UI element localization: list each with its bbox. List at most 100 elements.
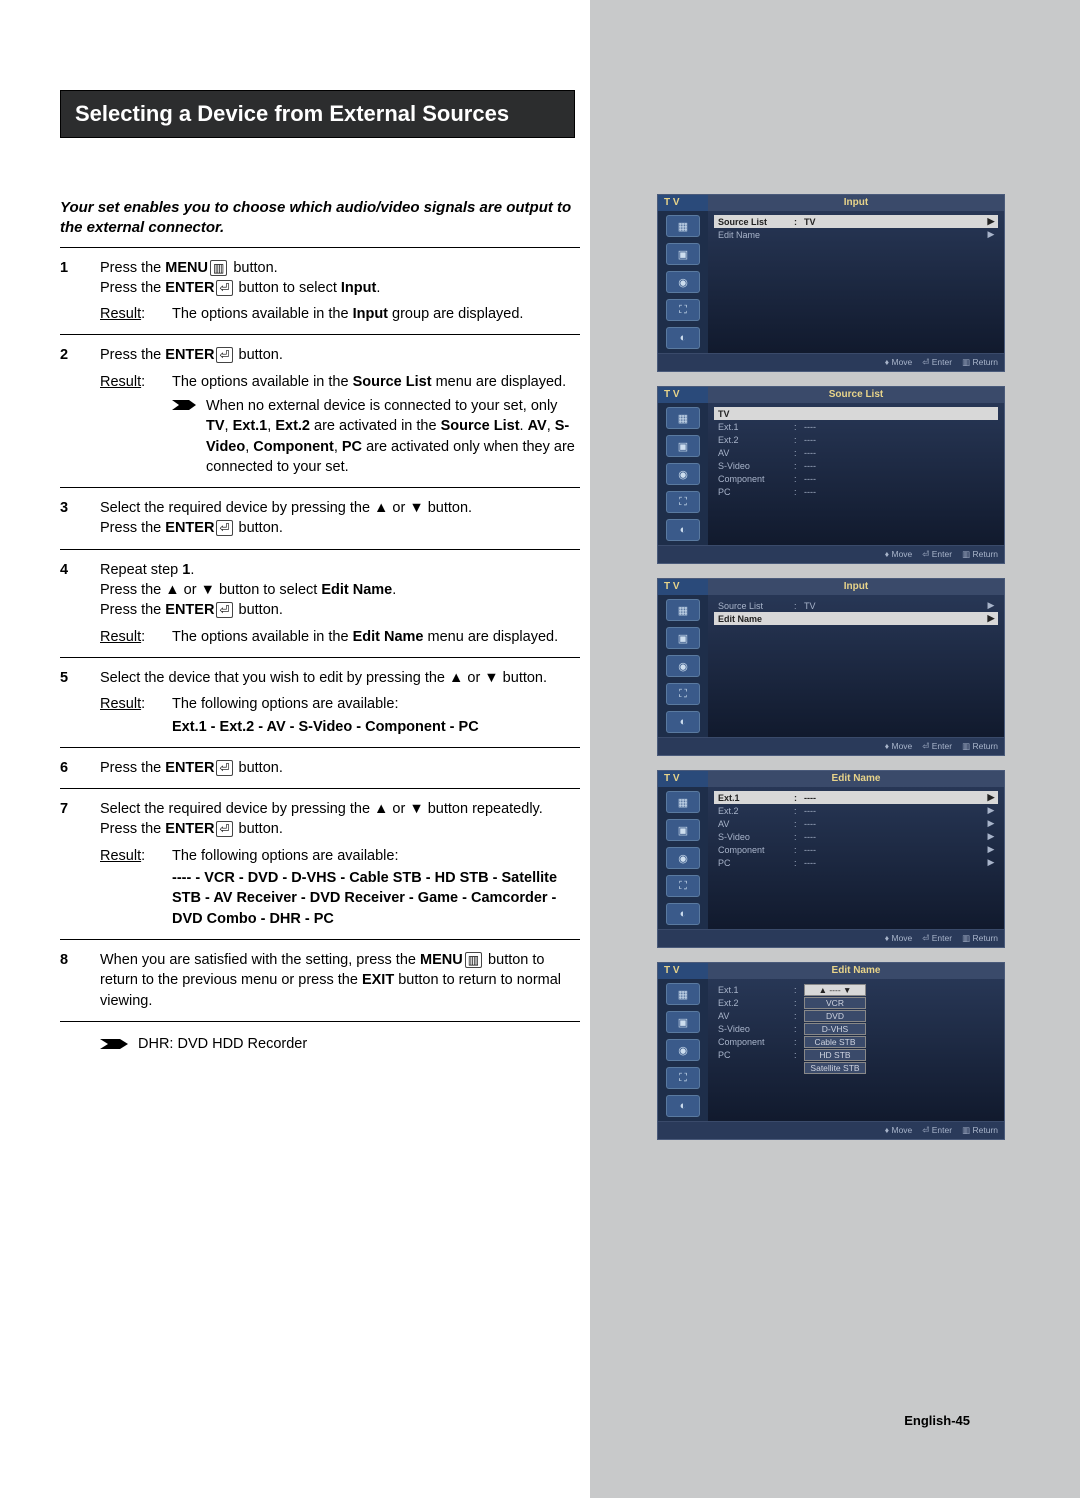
osd-rows: Source List:TV▶Edit Name▶ (708, 595, 1004, 737)
osd-screenshots: T VInput▦▣◉⛶◐Source List:TV▶Edit Name▶♦ … (657, 194, 1005, 1154)
osd-footer: ♦ Move⏎ Enter▥ Return (658, 929, 1004, 947)
osd-row: AV:DVD (714, 1009, 998, 1022)
osd-nav-icon: ⛶ (666, 683, 700, 705)
osd-row: Satellite STB (714, 1061, 998, 1074)
osd-icon-strip: ▦ ▣ ◉ ⛶ ◐ (658, 595, 708, 737)
step-1: 1Press the MENU▥ button.Press the ENTER⏎… (60, 254, 580, 329)
osd-nav-icon: ⛶ (666, 875, 700, 897)
osd-nav-icon: ◐ (666, 903, 700, 925)
osd-screen-5: T VEdit Name▦▣◉⛶◐Ext.1:▲ ---- ▼Ext.2:VCR… (657, 962, 1005, 1140)
osd-nav-icon: ◐ (666, 519, 700, 541)
osd-nav-icon: ▦ (666, 407, 700, 429)
osd-nav-icon: ◉ (666, 1039, 700, 1061)
osd-nav-icon: ▣ (666, 243, 700, 265)
osd-nav-icon: ◐ (666, 711, 700, 733)
osd-nav-icon: ▦ (666, 215, 700, 237)
osd-tab: T V (658, 771, 708, 787)
main-column: Selecting a Device from External Sources… (60, 90, 580, 1052)
note-arrow-icon (100, 1037, 128, 1051)
osd-footer: ♦ Move⏎ Enter▥ Return (658, 1121, 1004, 1139)
osd-tab: T V (658, 195, 708, 211)
menu-icon: ▥ (465, 952, 482, 968)
osd-row: Ext.2:----▶ (714, 804, 998, 817)
osd-row: Ext.1:▲ ---- ▼ (714, 983, 998, 996)
osd-row: TV (714, 407, 998, 420)
osd-row: Component:---- (714, 472, 998, 485)
osd-row: Component:----▶ (714, 843, 998, 856)
step-3: 3Select the required device by pressing … (60, 494, 580, 543)
osd-nav-icon: ▣ (666, 1011, 700, 1033)
osd-icon-strip: ▦ ▣ ◉ ⛶ ◐ (658, 979, 708, 1121)
osd-row: S-Video:D-VHS (714, 1022, 998, 1035)
osd-row: Component:Cable STB (714, 1035, 998, 1048)
osd-nav-icon: ◐ (666, 327, 700, 349)
enter-icon: ⏎ (216, 760, 232, 776)
step-7: 7Select the required device by pressing … (60, 795, 580, 933)
osd-row: Ext.2:---- (714, 433, 998, 446)
osd-nav-icon: ⛶ (666, 491, 700, 513)
osd-row: Ext.1:----▶ (714, 791, 998, 804)
osd-nav-icon: ◉ (666, 847, 700, 869)
osd-tab: T V (658, 387, 708, 403)
osd-icon-strip: ▦ ▣ ◉ ⛶ ◐ (658, 211, 708, 353)
enter-icon: ⏎ (216, 520, 232, 536)
footnote-text: DHR: DVD HDD Recorder (138, 1036, 307, 1052)
osd-nav-icon: ⛶ (666, 1067, 700, 1089)
manual-page: Selecting a Device from External Sources… (0, 0, 1080, 1498)
intro-text: Your set enables you to choose which aud… (60, 198, 580, 239)
osd-rows: Ext.1:----▶Ext.2:----▶AV:----▶S-Video:--… (708, 787, 1004, 929)
osd-row: S-Video:----▶ (714, 830, 998, 843)
osd-nav-icon: ▣ (666, 435, 700, 457)
osd-title: Edit Name (708, 963, 1004, 979)
osd-footer: ♦ Move⏎ Enter▥ Return (658, 737, 1004, 755)
osd-rows: Source List:TV▶Edit Name▶ (708, 211, 1004, 353)
osd-nav-icon: ▣ (666, 819, 700, 841)
osd-row: AV:---- (714, 446, 998, 459)
divider (60, 247, 580, 248)
enter-icon: ⏎ (216, 280, 232, 296)
enter-icon: ⏎ (216, 347, 232, 363)
osd-screen-1: T VInput▦▣◉⛶◐Source List:TV▶Edit Name▶♦ … (657, 194, 1005, 372)
osd-nav-icon: ▣ (666, 627, 700, 649)
osd-row: S-Video:---- (714, 459, 998, 472)
page-number: English-45 (904, 1413, 970, 1428)
osd-row: Edit Name▶ (714, 612, 998, 625)
osd-row: Source List:TV▶ (714, 215, 998, 228)
step-2: 2Press the ENTER⏎ button.Result:The opti… (60, 341, 580, 481)
osd-row: Edit Name▶ (714, 228, 998, 241)
osd-row: AV:----▶ (714, 817, 998, 830)
osd-rows: TVExt.1:----Ext.2:----AV:----S-Video:---… (708, 403, 1004, 545)
steps-list: 1Press the MENU▥ button.Press the ENTER⏎… (60, 254, 580, 1022)
osd-row: PC:---- (714, 485, 998, 498)
osd-nav-icon: ⛶ (666, 299, 700, 321)
osd-nav-icon: ◉ (666, 463, 700, 485)
osd-title: Source List (708, 387, 1004, 403)
osd-tab: T V (658, 579, 708, 595)
osd-rows: Ext.1:▲ ---- ▼Ext.2:VCRAV:DVDS-Video:D-V… (708, 979, 1004, 1121)
osd-screen-4: T VEdit Name ▦ ▣ ◉ ⛶ ◐ Ext.1:----▶Ext.2:----▶A… (657, 770, 1005, 948)
osd-nav-icon: ◉ (666, 271, 700, 293)
footnote: DHR: DVD HDD Recorder (60, 1036, 580, 1052)
osd-footer: ♦ Move⏎ Enter▥ Return (658, 545, 1004, 563)
osd-row: PC:----▶ (714, 856, 998, 869)
osd-nav-icon: ▦ (666, 983, 700, 1005)
osd-row: Ext.2:VCR (714, 996, 998, 1009)
osd-footer: ♦ Move⏎ Enter▥ Return (658, 353, 1004, 371)
osd-screen-2: T VSource List ▦ ▣ ◉ ⛶ ◐ TVExt.1:----Ext.2:---… (657, 386, 1005, 564)
enter-icon: ⏎ (216, 602, 232, 618)
osd-nav-icon: ◉ (666, 655, 700, 677)
step-6: 6Press the ENTER⏎ button. (60, 754, 580, 782)
step-5: 5Select the device that you wish to edit… (60, 664, 580, 741)
osd-title: Input (708, 195, 1004, 211)
osd-nav-icon: ◐ (666, 1095, 700, 1117)
step-8: 8When you are satisfied with the setting… (60, 946, 580, 1015)
enter-icon: ⏎ (216, 821, 232, 837)
osd-icon-strip: ▦ ▣ ◉ ⛶ ◐ (658, 787, 708, 929)
osd-nav-icon: ▦ (666, 791, 700, 813)
osd-title: Input (708, 579, 1004, 595)
osd-title: Edit Name (708, 771, 1004, 787)
page-title: Selecting a Device from External Sources (60, 90, 575, 138)
osd-row: PC:HD STB (714, 1048, 998, 1061)
osd-nav-icon: ▦ (666, 599, 700, 621)
osd-row: Ext.1:---- (714, 420, 998, 433)
